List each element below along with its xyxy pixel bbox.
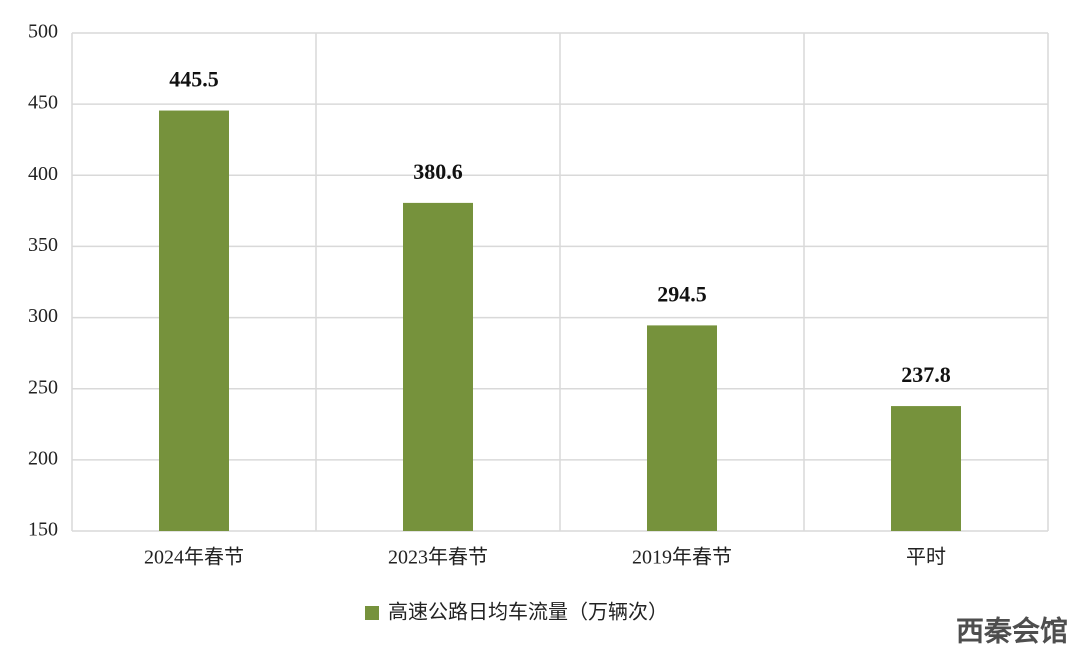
y-tick-label: 350 [28,234,58,256]
y-tick-label: 150 [28,519,58,541]
value-label: 445.5 [169,67,219,92]
y-tick-label: 300 [28,305,58,327]
value-label: 380.6 [413,159,463,184]
legend-label: 高速公路日均车流量（万辆次） [388,601,668,624]
x-tick-label: 2024年春节 [144,546,244,569]
y-tick-label: 400 [28,163,58,185]
y-tick-label: 200 [28,447,58,469]
x-tick-label: 2019年春节 [632,546,732,569]
bar [891,406,961,531]
bar [647,325,717,531]
bar [403,202,473,531]
y-tick-label: 250 [28,376,58,398]
y-tick-label: 450 [28,92,58,114]
value-label: 294.5 [657,281,707,306]
x-tick-label: 2023年春节 [388,546,488,569]
y-tick-label: 500 [28,21,58,43]
value-label: 237.8 [901,362,951,387]
x-tick-label: 平时 [906,546,946,569]
legend-swatch [365,606,379,620]
bar [159,110,229,531]
watermark: 西秦会馆 [956,614,1068,647]
